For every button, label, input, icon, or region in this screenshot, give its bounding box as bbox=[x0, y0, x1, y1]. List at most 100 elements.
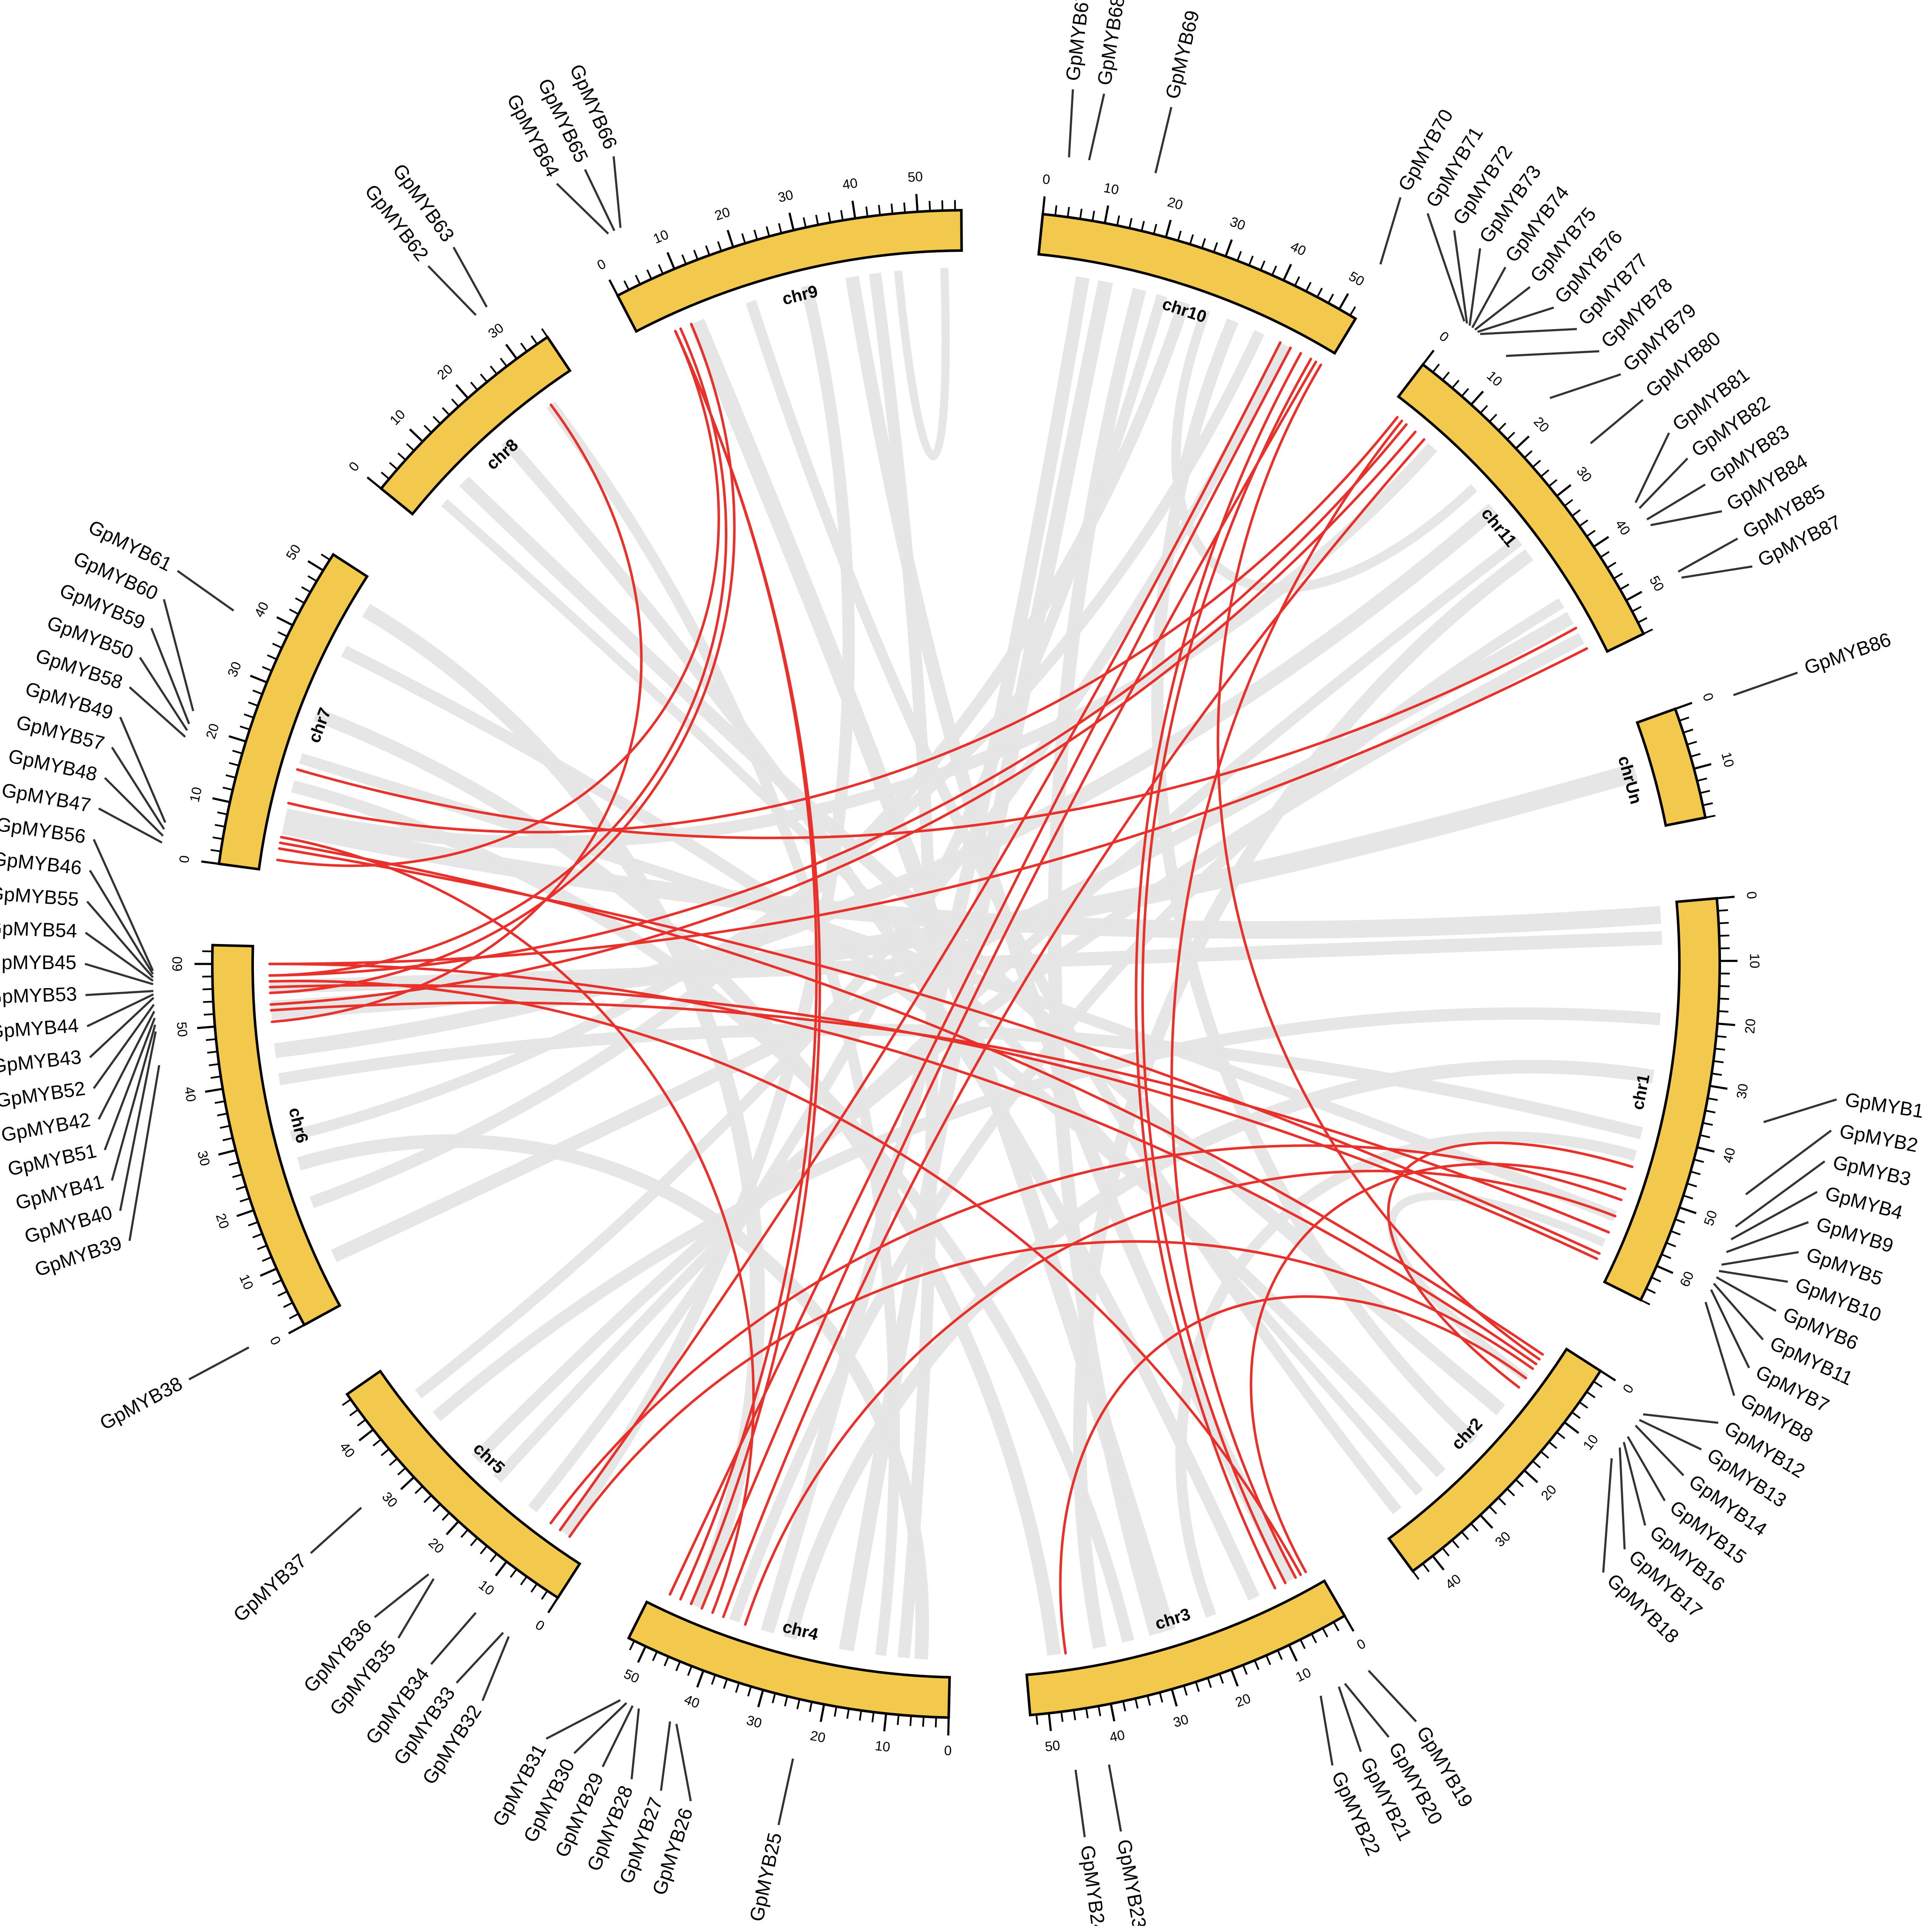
tick-mark bbox=[296, 598, 304, 603]
tick-mark bbox=[1507, 432, 1515, 440]
tick-mark bbox=[1067, 207, 1069, 217]
gene-leader-line bbox=[189, 1347, 249, 1379]
tick-mark bbox=[1433, 364, 1439, 372]
tick-mark bbox=[260, 1268, 276, 1276]
gene-leader-line bbox=[1678, 538, 1738, 572]
tick-mark bbox=[359, 1429, 373, 1440]
tick-mark bbox=[688, 1666, 692, 1675]
tick-mark bbox=[1600, 552, 1609, 557]
tick-mark bbox=[785, 1696, 787, 1706]
tick-mark bbox=[1717, 1023, 1735, 1025]
gene-leader-line bbox=[1643, 1414, 1718, 1423]
tick-mark bbox=[1306, 282, 1311, 291]
tick-label: 40 bbox=[842, 175, 859, 192]
tick-mark bbox=[471, 1538, 478, 1545]
gene-leader-line bbox=[1076, 1770, 1085, 1838]
tick-mark bbox=[490, 366, 497, 374]
tick-mark bbox=[1190, 234, 1193, 244]
gene-label: GpMYB46 bbox=[0, 847, 83, 879]
tick-mark bbox=[1717, 897, 1735, 899]
tick-mark bbox=[1557, 485, 1571, 496]
tick-mark bbox=[1036, 1714, 1037, 1725]
tick-mark bbox=[1712, 1074, 1722, 1075]
tick-label: 10 bbox=[1747, 953, 1762, 969]
tick-mark bbox=[748, 1686, 751, 1696]
tick-mark bbox=[1572, 510, 1580, 516]
tick-mark bbox=[1719, 986, 1729, 987]
tick-mark bbox=[442, 1513, 449, 1520]
tick-mark bbox=[1123, 1701, 1125, 1711]
tick-mark bbox=[510, 1569, 516, 1577]
tick-mark bbox=[1442, 1548, 1449, 1556]
tick-mark bbox=[1490, 1506, 1497, 1514]
tick-label: 40 bbox=[181, 1085, 199, 1103]
tick-mark bbox=[257, 1246, 267, 1249]
tick-mark bbox=[1243, 1665, 1247, 1674]
gene-leader-line bbox=[87, 902, 153, 978]
gene-leader-line bbox=[1721, 1252, 1799, 1265]
tick-label: 50 bbox=[1647, 573, 1667, 594]
tick-mark bbox=[1080, 209, 1082, 219]
tick-mark bbox=[866, 206, 867, 217]
tick-mark bbox=[1442, 372, 1449, 380]
tick-mark bbox=[1703, 1123, 1712, 1125]
tick-mark bbox=[452, 399, 459, 407]
tick-mark bbox=[217, 812, 228, 815]
tick-mark bbox=[1413, 1571, 1419, 1579]
tick-mark bbox=[1178, 231, 1181, 241]
tick-mark bbox=[847, 1708, 849, 1719]
tick-label: 20 bbox=[203, 722, 222, 741]
tick-mark bbox=[215, 825, 225, 826]
tick-mark bbox=[205, 1089, 222, 1092]
tick-mark bbox=[1718, 1011, 1729, 1012]
tick-mark bbox=[203, 1001, 213, 1002]
tick-mark bbox=[501, 358, 507, 366]
tick-mark bbox=[742, 234, 745, 243]
gene-leader-line bbox=[1591, 400, 1643, 443]
tick-mark bbox=[1098, 1706, 1100, 1716]
tick-mark bbox=[923, 1717, 924, 1727]
tick-mark bbox=[1690, 1172, 1700, 1175]
gene-leader-line bbox=[85, 991, 153, 995]
tick-mark bbox=[236, 1187, 246, 1189]
gene-leader-line bbox=[1636, 433, 1669, 502]
tick-mark bbox=[879, 205, 880, 215]
tick-label: 30 bbox=[225, 660, 245, 679]
tick-mark bbox=[401, 1477, 414, 1489]
tick-mark bbox=[1266, 1655, 1270, 1665]
gene-label: GpMYB38 bbox=[96, 1372, 186, 1434]
tick-mark bbox=[697, 1671, 704, 1687]
tick-label: 40 bbox=[1612, 517, 1633, 538]
gene-leader-line bbox=[1069, 89, 1073, 157]
gene-leader-line bbox=[398, 1579, 434, 1638]
tick-mark bbox=[220, 1126, 230, 1128]
tick-mark bbox=[1166, 220, 1171, 237]
tick-mark bbox=[548, 1598, 558, 1612]
tick-mark bbox=[1231, 1669, 1238, 1686]
tick-mark bbox=[308, 561, 323, 570]
chromosome-label-chr11: chr11 bbox=[1478, 504, 1520, 550]
gene-label: GpMYB48 bbox=[6, 744, 99, 785]
tick-mark bbox=[289, 1325, 304, 1333]
tick-mark bbox=[1452, 380, 1459, 388]
gene-leader-line bbox=[1506, 351, 1600, 356]
tick-mark bbox=[244, 714, 254, 718]
tick-mark bbox=[1498, 423, 1506, 431]
tick-mark bbox=[1594, 537, 1608, 547]
tick-mark bbox=[481, 374, 487, 382]
tick-mark bbox=[1646, 1289, 1656, 1293]
tick-mark bbox=[1289, 1645, 1297, 1661]
tick-mark bbox=[1129, 218, 1132, 228]
tick-mark bbox=[206, 1039, 216, 1040]
tick-mark bbox=[1700, 1135, 1710, 1137]
tick-label: 30 bbox=[777, 187, 795, 205]
tick-mark bbox=[1694, 1159, 1704, 1162]
tick-label: 40 bbox=[682, 1691, 702, 1711]
tick-mark bbox=[1462, 389, 1469, 396]
tick-mark bbox=[1679, 717, 1689, 721]
tick-mark bbox=[1700, 791, 1710, 793]
tick-mark bbox=[1111, 1704, 1114, 1721]
tick-label: 30 bbox=[194, 1149, 213, 1167]
tick-label: 30 bbox=[485, 320, 507, 341]
gene-leader-line bbox=[676, 1724, 691, 1801]
